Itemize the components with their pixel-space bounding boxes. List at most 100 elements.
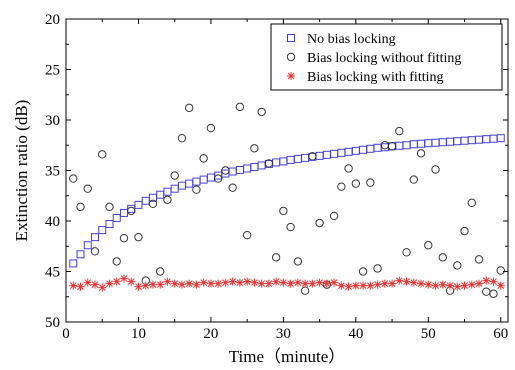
data-point — [366, 281, 375, 290]
data-markers — [69, 102, 505, 298]
y-tick-label: 40 — [45, 214, 60, 230]
data-point — [170, 171, 179, 180]
data-point — [98, 283, 107, 292]
data-point — [366, 144, 375, 153]
data-point — [192, 177, 201, 186]
data-point — [250, 162, 259, 171]
x-tick-label: 30 — [276, 326, 291, 342]
x-axis-title: Time（minute） — [229, 347, 346, 366]
data-point — [235, 278, 244, 287]
data-point — [467, 136, 476, 145]
data-point — [76, 282, 85, 291]
data-point — [206, 279, 215, 288]
data-point — [199, 154, 208, 163]
data-point — [402, 248, 411, 257]
data-point — [467, 198, 476, 208]
x-tick-label: 60 — [493, 326, 508, 342]
data-point — [83, 241, 92, 250]
data-point — [213, 174, 223, 183]
data-point — [134, 200, 143, 209]
data-point — [119, 274, 128, 283]
data-point — [475, 279, 484, 288]
x-tick-label: 40 — [348, 326, 363, 342]
data-point — [90, 247, 100, 256]
data-point — [112, 213, 121, 222]
series-1 — [69, 134, 505, 268]
data-point — [257, 161, 266, 170]
data-point — [250, 144, 259, 153]
legend-label: Bias locking with fitting — [307, 70, 444, 85]
data-point — [409, 175, 419, 184]
data-point — [206, 123, 216, 133]
series-3 — [69, 274, 505, 292]
data-point — [489, 134, 498, 143]
data-point — [359, 281, 368, 290]
data-point — [438, 280, 447, 289]
data-point — [344, 282, 353, 291]
data-point — [184, 103, 194, 113]
data-point — [329, 211, 339, 221]
data-point — [431, 165, 440, 174]
data-point — [322, 150, 331, 159]
data-point — [170, 184, 179, 193]
data-point — [192, 185, 201, 194]
data-point — [235, 165, 244, 174]
data-point — [156, 280, 165, 289]
data-point — [235, 102, 245, 112]
data-point — [315, 218, 324, 228]
data-point — [474, 255, 484, 264]
data-point — [424, 280, 433, 289]
data-point — [460, 226, 469, 236]
data-point — [214, 279, 223, 288]
x-tick-label: 20 — [203, 326, 218, 342]
data-point — [141, 196, 150, 205]
data-point — [250, 278, 259, 287]
data-point — [496, 266, 505, 275]
data-point — [424, 139, 433, 148]
x-tick-label: 50 — [421, 326, 436, 342]
data-point — [286, 279, 295, 288]
data-point — [243, 277, 252, 286]
data-point — [119, 208, 128, 217]
data-point — [460, 281, 469, 290]
data-point — [163, 195, 172, 204]
data-point — [351, 146, 360, 155]
data-point — [83, 184, 92, 193]
data-point — [279, 206, 288, 216]
data-point — [69, 259, 78, 268]
axis-tick-labels: 0 10 20 30 40 50 60 20 25 30 35 40 45 50 — [45, 12, 508, 342]
data-point — [438, 138, 447, 147]
data-point — [467, 280, 476, 289]
data-point — [380, 141, 390, 150]
data-point — [134, 282, 143, 291]
data-point — [228, 183, 237, 192]
data-point — [431, 281, 440, 290]
data-point — [373, 264, 382, 273]
data-point — [496, 281, 505, 290]
data-point — [98, 226, 107, 235]
data-point — [286, 155, 295, 164]
data-point — [76, 202, 85, 212]
data-point — [337, 281, 346, 290]
data-point — [105, 279, 114, 288]
data-point — [177, 133, 187, 143]
data-point — [185, 179, 194, 188]
x-tick-label: 10 — [131, 326, 146, 342]
data-point — [257, 107, 266, 117]
data-point — [293, 278, 302, 287]
data-point — [170, 279, 179, 288]
data-point — [127, 206, 136, 216]
data-point — [221, 166, 230, 175]
data-point — [409, 140, 418, 149]
data-point — [395, 141, 404, 150]
data-point — [163, 187, 172, 196]
data-point — [192, 280, 201, 289]
legend-marker — [286, 52, 296, 62]
data-point — [315, 151, 324, 160]
data-point — [395, 126, 404, 136]
data-point — [293, 257, 303, 266]
data-point — [438, 253, 447, 262]
data-point — [359, 145, 368, 154]
data-point — [177, 181, 186, 190]
data-point — [475, 135, 484, 144]
